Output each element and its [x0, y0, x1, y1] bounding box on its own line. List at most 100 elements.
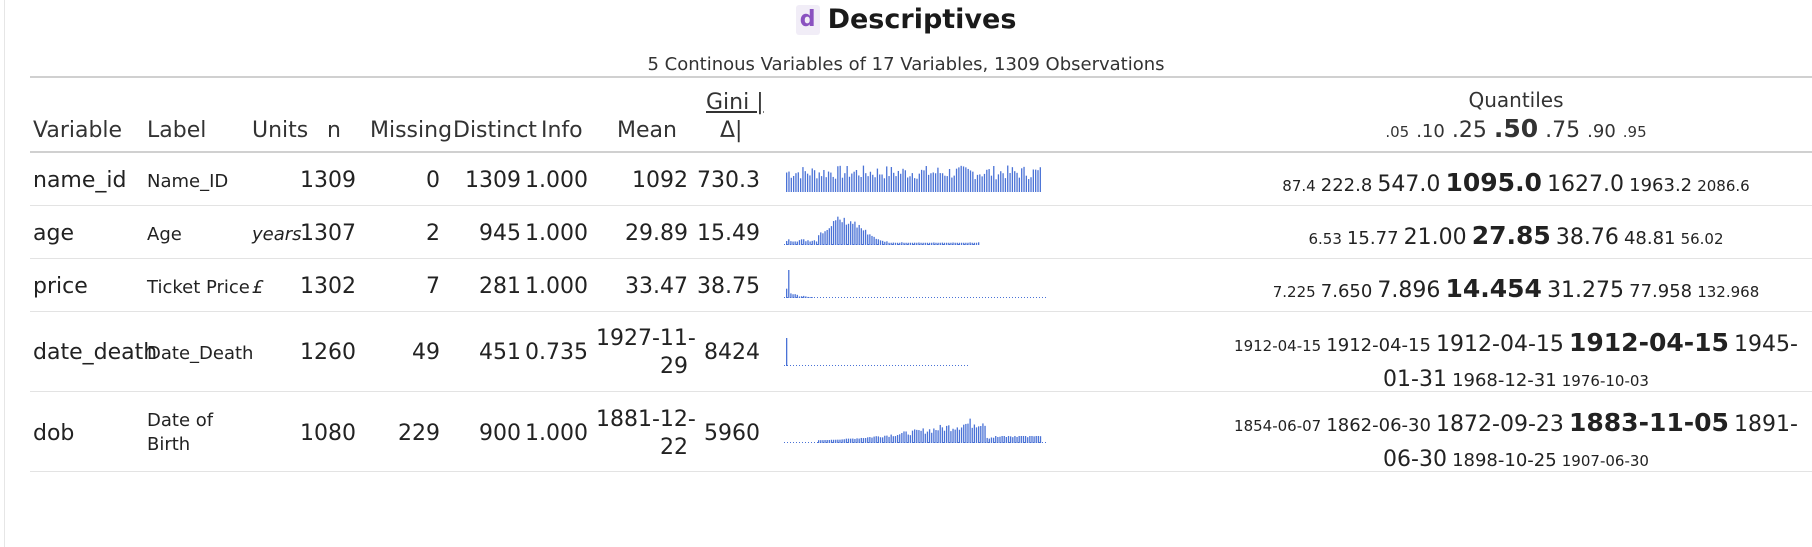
histogram-spike	[851, 173, 853, 192]
histogram-spike	[820, 176, 823, 192]
histogram-spike	[978, 242, 980, 245]
cell-distinct: 945	[479, 221, 521, 246]
cell-label: Date of	[147, 410, 214, 431]
histogram-spike	[790, 241, 792, 245]
histogram-spike	[839, 439, 841, 443]
header-q95: .95	[1622, 123, 1647, 141]
histogram-spike	[1025, 175, 1028, 192]
histogram-spike	[1021, 168, 1023, 192]
histogram-spike	[855, 169, 858, 192]
histogram-spike	[995, 436, 997, 443]
histogram-spike	[903, 431, 905, 443]
histogram-spike	[894, 436, 897, 443]
histogram-spike	[834, 178, 837, 192]
q90-value: 1963.2	[1629, 175, 1693, 196]
q90-value: 48.81	[1623, 228, 1676, 249]
histogram-spike	[923, 170, 925, 192]
header-rule	[30, 151, 1812, 153]
histogram-spike	[914, 178, 916, 192]
histogram-spike	[798, 296, 801, 298]
cell-variable: dob	[33, 421, 75, 446]
cell-quantiles: 1912-04-15 1912-04-15 1912-04-15 1912-04…	[1220, 326, 1812, 398]
q25-value: 547.0	[1377, 172, 1441, 197]
cell-quantiles: 6.53 15.77 21.00 27.85 38.76 48.81 56.02	[1220, 219, 1812, 256]
histogram-spike	[909, 176, 911, 192]
histogram-spike	[907, 434, 909, 443]
histogram-spike	[916, 242, 918, 245]
histogram-spike	[841, 439, 843, 443]
histogram-spike	[804, 171, 806, 192]
histogram-spike	[858, 224, 860, 245]
q50-value: 1883-11-05	[1568, 408, 1729, 437]
q25-value: 1912-04-15	[1436, 332, 1564, 357]
histogram-spike	[809, 297, 811, 298]
histogram-spike	[973, 242, 976, 245]
histogram-spike	[888, 242, 890, 245]
histogram-spike	[818, 440, 820, 443]
histogram-spike	[786, 240, 788, 245]
q10-value: 15.77	[1346, 228, 1399, 249]
histogram-spike	[790, 293, 792, 298]
histogram-spike	[997, 437, 999, 443]
histogram-spike	[832, 439, 835, 443]
histogram-spike	[920, 430, 922, 443]
histogram-spike	[786, 172, 788, 192]
histogram-spike	[1016, 436, 1018, 443]
histogram-spike	[1014, 436, 1016, 443]
histogram-spike	[860, 177, 862, 192]
histogram-spike	[965, 423, 967, 443]
histogram-spike	[839, 219, 841, 245]
histogram-spike	[852, 438, 854, 443]
histogram-spike	[953, 175, 955, 192]
q25-value: 1872-09-23	[1436, 412, 1564, 437]
cell-distinct: 451	[479, 340, 521, 365]
histogram-spike	[854, 221, 856, 245]
cell-missing: 229	[398, 421, 440, 446]
histogram-spike	[818, 235, 820, 245]
histogram-spike	[965, 242, 967, 245]
histogram-spike	[837, 216, 839, 245]
histogram-spike	[952, 428, 954, 443]
histogram-spike	[902, 168, 904, 192]
header-n: n	[327, 118, 341, 143]
histogram-spike	[941, 427, 944, 443]
histogram-spike	[960, 165, 962, 192]
histogram-spike	[844, 173, 846, 192]
cell-label-cont: Birth	[147, 434, 191, 455]
histogram-spike	[1032, 169, 1034, 192]
cell-n: 1309	[300, 168, 356, 193]
cell-quantiles: 1854-06-07 1862-06-30 1872-09-23 1883-11…	[1220, 406, 1812, 478]
histogram-spike	[788, 239, 790, 245]
title-block: d Descriptives	[0, 4, 1812, 35]
histogram-spike	[858, 438, 860, 443]
q05-value: 7.225	[1272, 283, 1316, 301]
histogram-spike	[935, 242, 937, 245]
histogram-spike	[948, 242, 950, 245]
q95-value: 1976-10-03	[1561, 372, 1649, 390]
histogram-spike	[877, 436, 880, 443]
cell-variable: name_id	[33, 168, 127, 193]
histogram-spike	[922, 242, 924, 245]
histogram-spike	[982, 423, 984, 443]
histogram-spike	[911, 430, 914, 443]
histogram-spike	[950, 242, 952, 245]
cell-units: £	[252, 277, 264, 298]
header-delta: Δ|	[720, 118, 743, 143]
histogram-spike	[845, 224, 848, 245]
histogram-spike	[941, 173, 944, 192]
spike-histogram	[784, 216, 980, 245]
histogram-spike	[990, 175, 993, 192]
header-q25: .25	[1451, 118, 1487, 143]
histogram-spike	[862, 230, 865, 245]
q05-value: 1854-06-07	[1234, 417, 1322, 435]
histogram-spike	[822, 440, 824, 443]
histogram-spike	[879, 240, 882, 245]
histogram-spike	[997, 174, 1000, 192]
histogram-spike	[796, 294, 798, 298]
histogram-spike	[988, 438, 990, 443]
histogram-spike	[792, 294, 794, 298]
histogram-spike	[920, 242, 922, 245]
histogram-spike	[856, 438, 858, 443]
histogram-spike	[1007, 436, 1010, 443]
cell-variable: age	[33, 221, 74, 246]
